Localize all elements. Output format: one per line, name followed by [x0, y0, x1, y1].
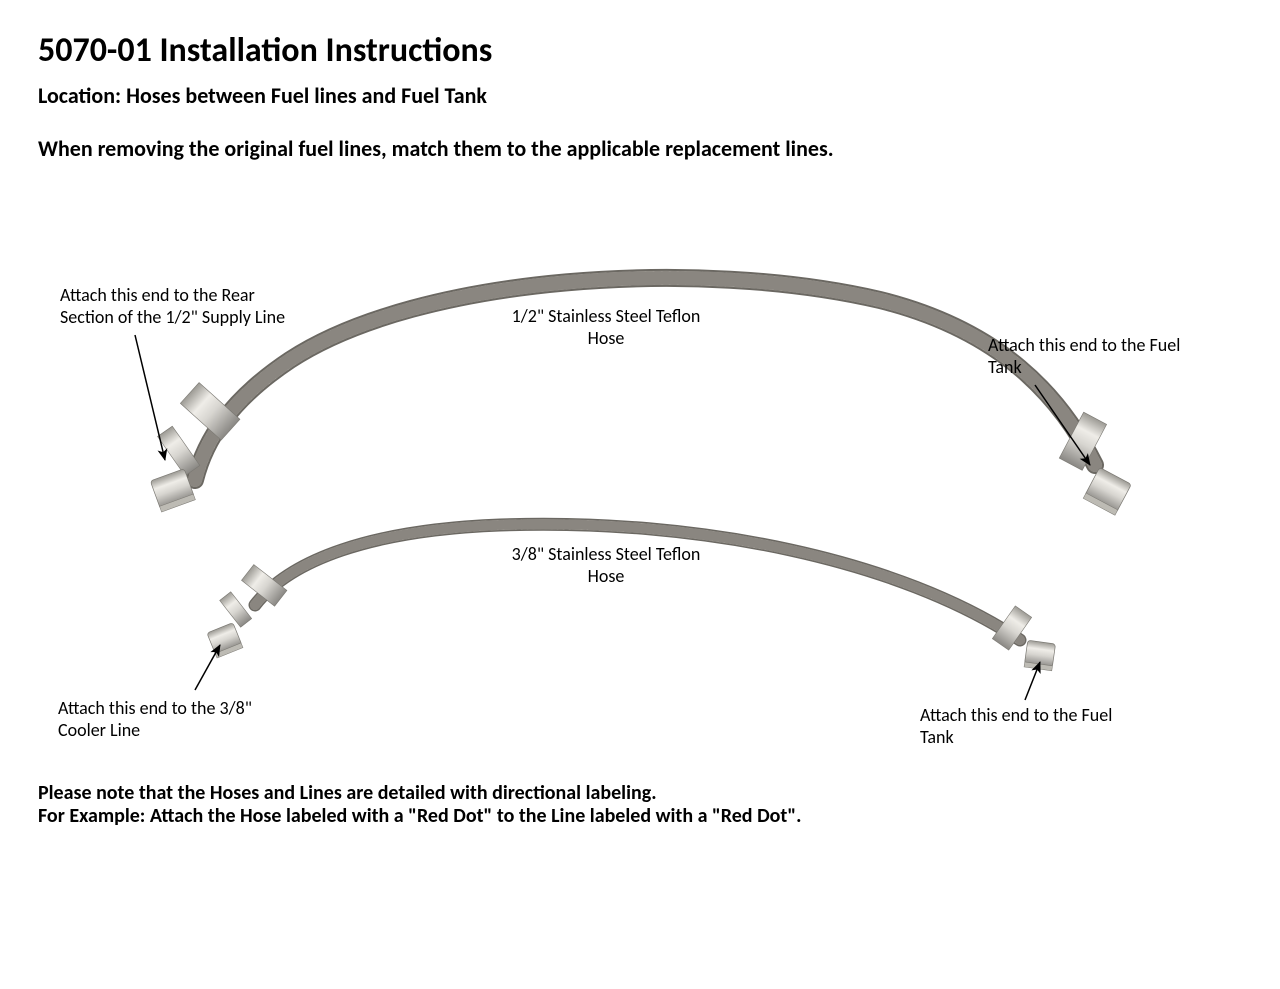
annot-bottom-right-line1: Attach this end to the Fuel — [920, 704, 1112, 726]
annot-bottom-left-line1: Attach this end to the 3/8" — [58, 697, 252, 719]
arrow-top-left — [135, 335, 165, 460]
annot-bottom-right-line2: Tank — [920, 726, 954, 748]
hose-diagram — [0, 0, 1280, 989]
annot-top-left-line2: Section of the 1/2" Supply Line — [60, 306, 285, 328]
annot-top-left-line1: Attach this end to the Rear — [60, 284, 255, 306]
footnote-line1: Please note that the Hoses and Lines are… — [38, 782, 657, 805]
footnote-line2: For Example: Attach the Hose labeled wit… — [38, 805, 801, 828]
annot-top-right: Attach this end to the Fuel Tank — [988, 335, 1180, 378]
arrow-bottom-left — [195, 645, 220, 690]
annot-bottom-left-line2: Cooler Line — [58, 719, 140, 741]
top-hose-label: 1/2" Stainless Steel Teflon Hose — [496, 306, 716, 349]
annot-bottom-right: Attach this end to the Fuel Tank — [920, 705, 1112, 748]
annot-top-right-line1: Attach this end to the Fuel — [988, 334, 1180, 356]
annot-top-left: Attach this end to the Rear Section of t… — [60, 285, 285, 328]
annot-bottom-left: Attach this end to the 3/8" Cooler Line — [58, 698, 252, 741]
bottom-hose-label: 3/8" Stainless Steel Teflon Hose — [496, 544, 716, 587]
top-hose-label-line1: 1/2" Stainless Steel Teflon — [512, 305, 701, 327]
annot-top-right-line2: Tank — [988, 356, 1022, 378]
page-root: 5070-01 Installation Instructions Locati… — [0, 0, 1280, 989]
bottom-hose-label-line2: Hose — [588, 565, 625, 587]
bottom-hose-label-line1: 3/8" Stainless Steel Teflon — [512, 543, 701, 565]
top-hose-left-fitting — [150, 383, 240, 512]
top-hose-label-line2: Hose — [588, 327, 625, 349]
